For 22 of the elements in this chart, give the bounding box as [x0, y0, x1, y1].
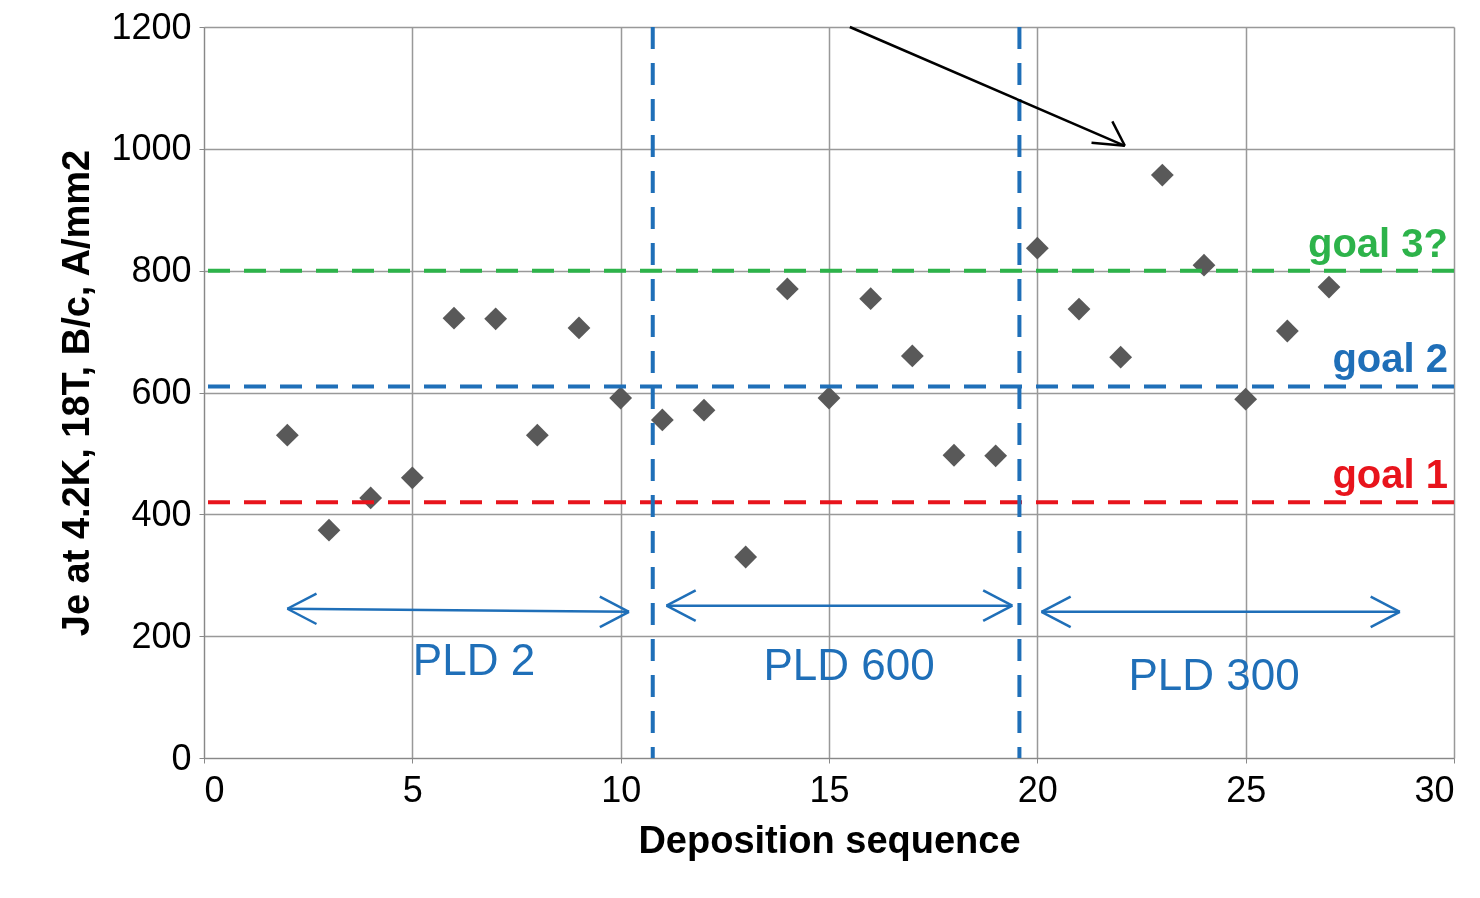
y-tick-label: 200 — [131, 614, 192, 656]
x-tick-label: 25 — [1226, 768, 1267, 810]
x-tick-label: 5 — [402, 768, 423, 810]
annotation: PLD 600 — [763, 640, 935, 689]
y-tick-label: 600 — [131, 371, 192, 412]
x-axis-title: Deposition sequence — [638, 818, 1021, 861]
annotation: PLD 300 — [1128, 650, 1300, 699]
y-tick-label: 0 — [171, 736, 192, 778]
x-tick-label: 20 — [1017, 768, 1058, 810]
y-tick-label: 1200 — [111, 5, 192, 47]
y-axis-title: Je at 4.2K, 18T, B/c, A/mm2 — [55, 149, 98, 637]
y-tick-label: 800 — [131, 249, 192, 291]
y-tick-label: 400 — [131, 492, 192, 534]
x-tick-label: 30 — [1414, 768, 1455, 810]
ref-line-label: goal 2 — [1332, 336, 1448, 381]
ref-line-label: goal 1 — [1332, 452, 1448, 497]
y-tick-label: 1000 — [111, 127, 192, 169]
x-tick-label: 0 — [204, 768, 225, 810]
ref-line-label: goal 3? — [1307, 220, 1448, 265]
x-tick-label: 15 — [809, 768, 850, 810]
x-tick-label: 10 — [601, 768, 642, 810]
annotation: PLD 2 — [412, 635, 536, 684]
